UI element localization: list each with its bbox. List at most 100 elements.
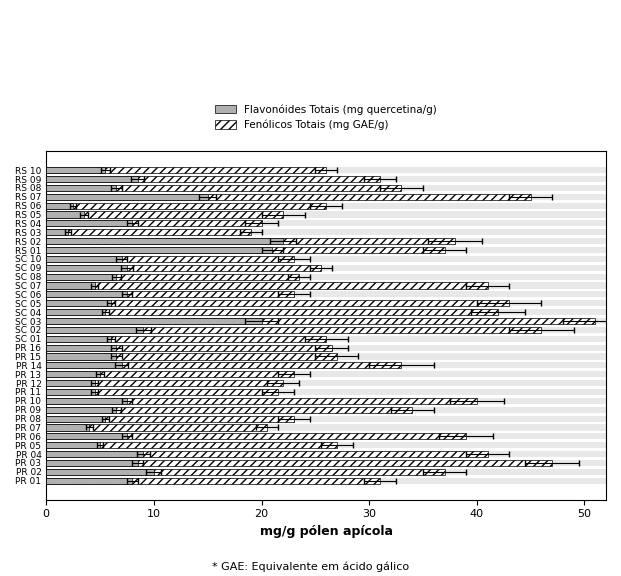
Bar — [46, 282, 606, 289]
Bar — [46, 380, 94, 386]
Bar — [46, 362, 606, 369]
Bar — [46, 407, 412, 413]
Bar — [46, 256, 294, 262]
Bar — [46, 247, 272, 253]
Bar — [46, 185, 606, 191]
Bar — [46, 389, 606, 395]
Bar — [46, 203, 326, 209]
Bar — [46, 264, 127, 271]
Bar — [46, 362, 401, 369]
Bar — [46, 300, 509, 306]
Bar — [46, 362, 122, 369]
Bar — [46, 398, 606, 404]
Bar — [46, 442, 100, 448]
Bar — [46, 398, 127, 404]
Bar — [46, 229, 606, 236]
Bar — [46, 167, 106, 173]
Bar — [46, 415, 106, 422]
Bar — [46, 415, 294, 422]
Bar — [46, 309, 106, 315]
Bar — [46, 469, 154, 475]
Bar — [46, 460, 138, 466]
Bar — [46, 327, 143, 333]
Bar — [46, 291, 606, 297]
Bar — [46, 336, 326, 342]
Bar — [46, 185, 401, 191]
Bar — [46, 478, 132, 484]
Bar — [46, 451, 487, 457]
Bar — [46, 398, 477, 404]
Bar — [46, 176, 138, 182]
Bar — [46, 291, 127, 297]
Bar — [46, 354, 606, 359]
Bar — [46, 238, 606, 244]
Bar — [46, 274, 116, 280]
Bar — [46, 451, 143, 457]
Bar — [46, 264, 320, 271]
Bar — [46, 238, 283, 244]
Bar — [46, 442, 337, 448]
Bar — [46, 256, 122, 262]
Bar — [46, 425, 267, 431]
Bar — [46, 167, 326, 173]
Bar — [46, 433, 127, 439]
Bar — [46, 274, 606, 280]
Bar — [46, 229, 68, 236]
Bar — [46, 407, 116, 413]
Bar — [46, 344, 116, 351]
Bar — [46, 460, 606, 466]
Bar — [46, 220, 261, 226]
Bar — [46, 433, 606, 439]
Bar — [46, 176, 380, 182]
Bar — [46, 425, 606, 431]
Bar — [46, 300, 111, 306]
Bar — [46, 344, 606, 351]
Bar — [46, 211, 84, 218]
Bar — [46, 354, 337, 359]
Bar — [46, 176, 606, 182]
Bar — [46, 469, 606, 475]
Bar — [46, 407, 606, 413]
Bar — [46, 247, 606, 253]
Bar — [46, 380, 283, 386]
Bar — [46, 318, 596, 324]
Bar — [46, 220, 132, 226]
Text: * GAE: Equivalente em ácido gálico: * GAE: Equivalente em ácido gálico — [212, 562, 409, 572]
Bar — [46, 211, 283, 218]
Bar — [46, 318, 261, 324]
Bar — [46, 460, 552, 466]
Bar — [46, 309, 606, 315]
Bar — [46, 203, 73, 209]
Bar — [46, 336, 606, 342]
Bar — [46, 291, 294, 297]
Bar — [46, 256, 606, 262]
Bar — [46, 238, 455, 244]
Bar — [46, 300, 606, 306]
Bar — [46, 211, 606, 218]
Bar — [46, 371, 100, 377]
Bar — [46, 185, 116, 191]
Bar — [46, 282, 487, 289]
X-axis label: mg/g pólen apícola: mg/g pólen apícola — [260, 525, 392, 538]
Bar — [46, 309, 499, 315]
Bar — [46, 327, 606, 333]
Bar — [46, 220, 606, 226]
Bar — [46, 264, 606, 271]
Bar — [46, 203, 606, 209]
Bar — [46, 389, 278, 395]
Bar — [46, 371, 606, 377]
Bar — [46, 247, 445, 253]
Bar — [46, 194, 207, 200]
Bar — [46, 442, 606, 448]
Bar — [46, 469, 445, 475]
Bar — [46, 344, 332, 351]
Bar — [46, 336, 111, 342]
Bar — [46, 282, 94, 289]
Bar — [46, 229, 251, 236]
Bar — [46, 194, 606, 200]
Bar — [46, 318, 606, 324]
Legend: Flavonóides Totais (mg quercetina/g), Fenólicos Totais (mg GAE/g): Flavonóides Totais (mg quercetina/g), Fe… — [215, 104, 437, 130]
Bar — [46, 415, 606, 422]
Bar — [46, 194, 531, 200]
Bar — [46, 167, 606, 173]
